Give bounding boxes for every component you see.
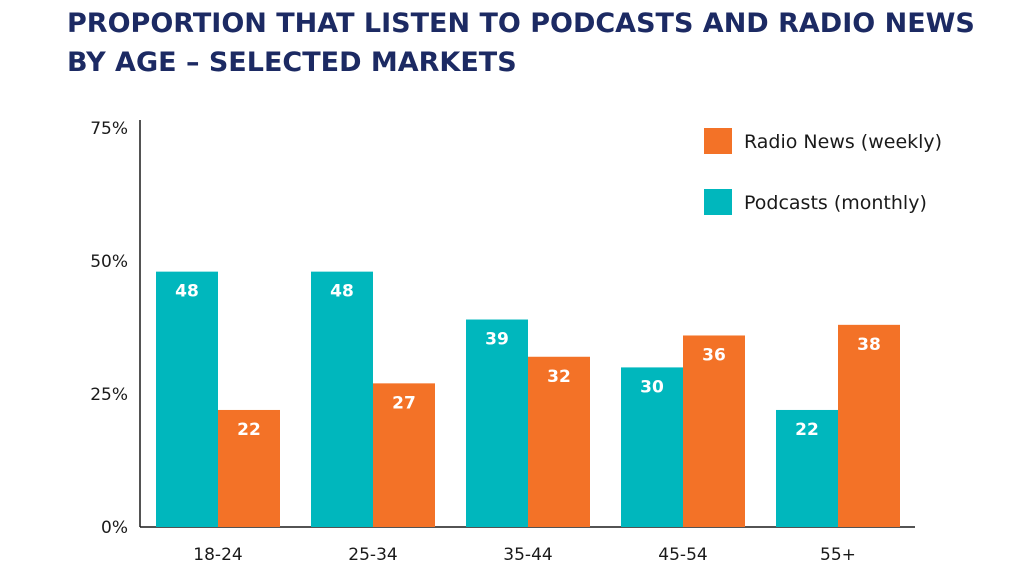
data-label: 22 bbox=[237, 420, 261, 440]
chart-title: PROPORTION THAT LISTEN TO PODCASTS AND R… bbox=[67, 4, 1007, 82]
x-tick-label: 25-34 bbox=[348, 545, 397, 565]
data-label: 38 bbox=[857, 335, 881, 355]
bar bbox=[528, 356, 590, 527]
data-label: 32 bbox=[547, 367, 571, 387]
data-label: 27 bbox=[392, 393, 416, 413]
data-label: 39 bbox=[485, 330, 509, 350]
bar bbox=[838, 324, 900, 527]
chart-title-line-2: BY AGE – SELECTED MARKETS bbox=[67, 47, 517, 78]
bar bbox=[218, 409, 280, 527]
data-label: 22 bbox=[795, 420, 819, 440]
legend-label: Podcasts (monthly) bbox=[744, 192, 927, 214]
x-tick-label: 18-24 bbox=[193, 545, 242, 565]
legend-label: Radio News (weekly) bbox=[744, 131, 942, 153]
data-label: 48 bbox=[330, 282, 354, 302]
x-tick-label: 55+ bbox=[820, 545, 856, 565]
bar bbox=[466, 319, 528, 527]
bar bbox=[776, 409, 838, 527]
y-tick-label: 50% bbox=[90, 252, 128, 272]
legend-swatch bbox=[704, 128, 732, 154]
legend-swatch bbox=[704, 189, 732, 215]
data-label: 30 bbox=[640, 377, 664, 397]
y-tick-label: 0% bbox=[101, 518, 128, 538]
x-tick-label: 35-44 bbox=[503, 545, 552, 565]
data-label: 36 bbox=[702, 345, 726, 365]
data-label: 48 bbox=[175, 282, 199, 302]
bar bbox=[156, 271, 218, 527]
bar bbox=[311, 271, 373, 527]
chart-title-line-1: PROPORTION THAT LISTEN TO PODCASTS AND R… bbox=[67, 8, 975, 39]
bar bbox=[683, 335, 745, 527]
bar bbox=[621, 367, 683, 527]
x-tick-label: 45-54 bbox=[658, 545, 707, 565]
bar bbox=[373, 383, 435, 527]
y-tick-label: 75% bbox=[90, 119, 128, 139]
y-tick-label: 25% bbox=[90, 385, 128, 405]
